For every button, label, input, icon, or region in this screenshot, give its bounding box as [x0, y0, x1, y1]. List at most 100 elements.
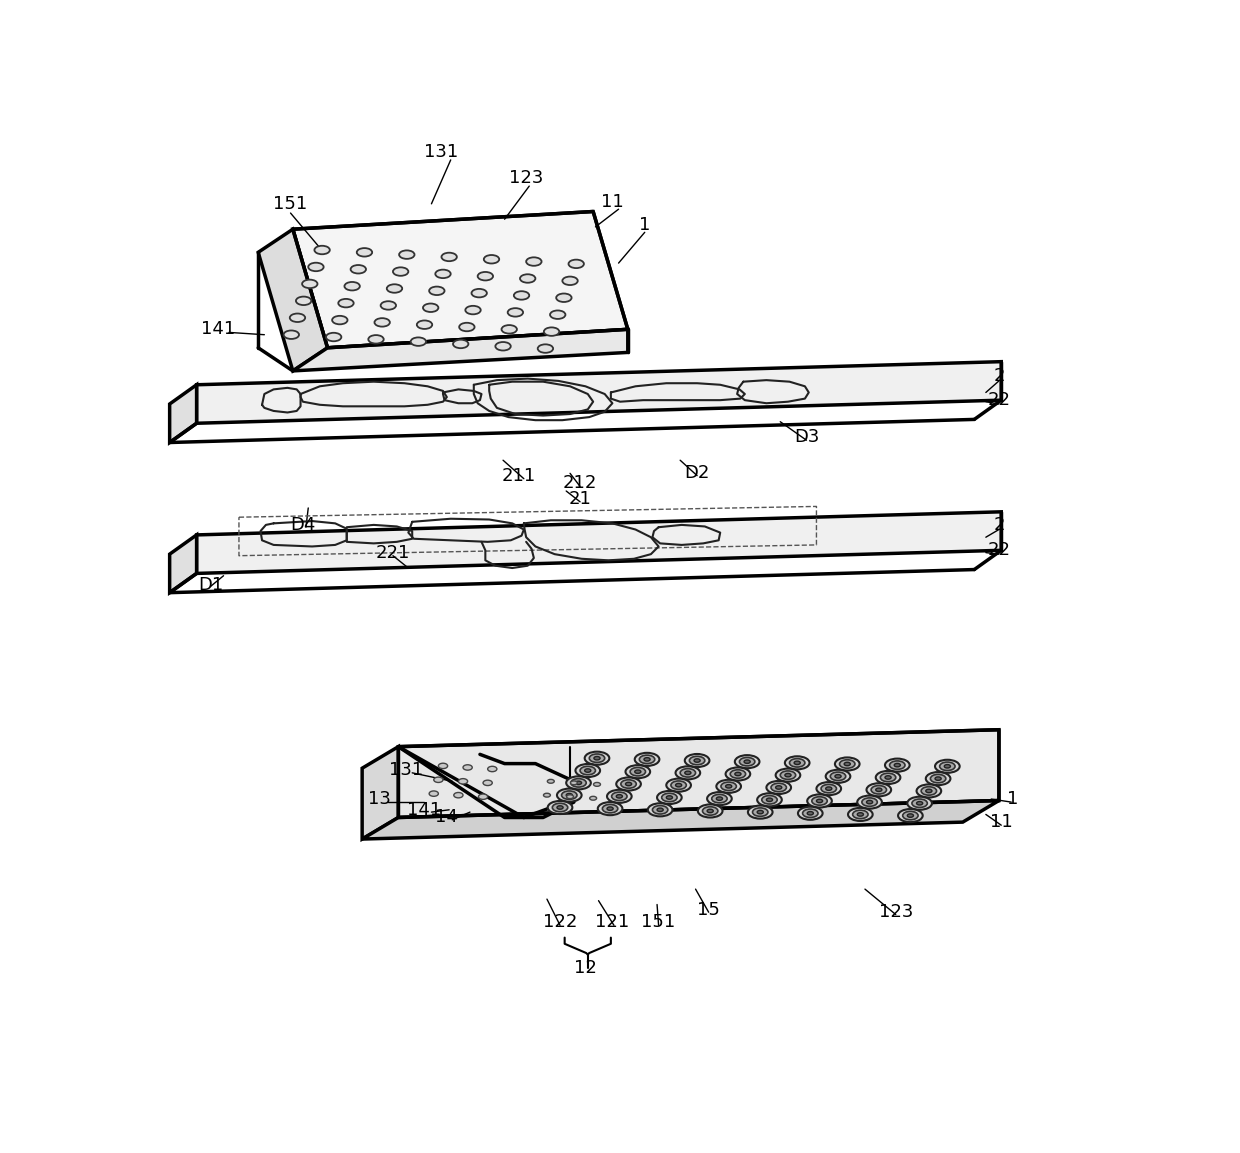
Text: 13: 13	[368, 790, 392, 808]
Ellipse shape	[771, 783, 786, 792]
Text: D3: D3	[794, 428, 820, 446]
Ellipse shape	[590, 797, 596, 800]
Text: 22: 22	[987, 541, 1011, 559]
Ellipse shape	[712, 794, 727, 802]
Ellipse shape	[459, 778, 467, 784]
Ellipse shape	[652, 806, 668, 814]
Ellipse shape	[735, 755, 759, 768]
Ellipse shape	[616, 777, 641, 791]
Ellipse shape	[844, 762, 851, 766]
Ellipse shape	[662, 793, 677, 801]
Ellipse shape	[940, 762, 955, 770]
Polygon shape	[293, 211, 627, 348]
Ellipse shape	[753, 808, 768, 816]
Ellipse shape	[885, 776, 892, 779]
Ellipse shape	[585, 769, 590, 773]
Ellipse shape	[717, 797, 723, 800]
Ellipse shape	[557, 806, 563, 809]
Polygon shape	[197, 362, 1001, 423]
Ellipse shape	[487, 767, 497, 771]
Ellipse shape	[748, 806, 773, 819]
Ellipse shape	[393, 267, 408, 276]
Ellipse shape	[513, 292, 529, 300]
Text: 141: 141	[407, 801, 441, 819]
Ellipse shape	[935, 777, 941, 781]
Ellipse shape	[453, 340, 469, 348]
Ellipse shape	[707, 792, 732, 805]
Ellipse shape	[867, 783, 892, 797]
Ellipse shape	[916, 784, 941, 798]
Ellipse shape	[911, 799, 928, 807]
Ellipse shape	[434, 777, 443, 783]
Ellipse shape	[758, 811, 764, 814]
Ellipse shape	[374, 318, 389, 326]
Text: 131: 131	[424, 143, 459, 161]
Ellipse shape	[816, 799, 822, 802]
Ellipse shape	[903, 812, 918, 820]
Text: 1: 1	[639, 216, 651, 234]
Ellipse shape	[551, 310, 565, 319]
Ellipse shape	[567, 776, 590, 790]
Ellipse shape	[543, 793, 551, 797]
Text: 151: 151	[273, 195, 308, 213]
Ellipse shape	[885, 759, 910, 771]
Ellipse shape	[303, 280, 317, 288]
Ellipse shape	[309, 263, 324, 271]
Ellipse shape	[459, 323, 475, 331]
Ellipse shape	[935, 760, 960, 773]
Text: D1: D1	[198, 576, 223, 594]
Text: 12: 12	[574, 959, 596, 978]
Ellipse shape	[776, 785, 781, 789]
Ellipse shape	[296, 296, 311, 306]
Text: 141: 141	[201, 321, 236, 338]
Ellipse shape	[785, 774, 791, 777]
Ellipse shape	[684, 754, 709, 767]
Ellipse shape	[880, 774, 895, 782]
Ellipse shape	[807, 794, 832, 807]
Ellipse shape	[441, 253, 456, 262]
Ellipse shape	[681, 769, 696, 777]
Ellipse shape	[657, 808, 663, 812]
Ellipse shape	[689, 756, 704, 764]
Ellipse shape	[589, 754, 605, 762]
Ellipse shape	[790, 759, 805, 767]
Ellipse shape	[666, 778, 691, 792]
Ellipse shape	[439, 763, 448, 769]
Ellipse shape	[921, 786, 936, 796]
Ellipse shape	[417, 321, 433, 329]
Ellipse shape	[635, 753, 660, 766]
Ellipse shape	[520, 274, 536, 282]
Ellipse shape	[694, 759, 701, 762]
Ellipse shape	[621, 779, 636, 789]
Ellipse shape	[640, 755, 655, 763]
Ellipse shape	[594, 783, 600, 786]
Ellipse shape	[908, 797, 932, 809]
Ellipse shape	[548, 801, 573, 814]
Text: D2: D2	[684, 465, 709, 482]
Text: 11: 11	[601, 193, 624, 211]
Ellipse shape	[544, 327, 559, 336]
Ellipse shape	[429, 287, 444, 295]
Text: 14: 14	[435, 808, 459, 827]
Ellipse shape	[816, 782, 841, 796]
Ellipse shape	[930, 775, 946, 783]
Ellipse shape	[676, 783, 682, 786]
Ellipse shape	[563, 277, 578, 285]
Polygon shape	[398, 730, 999, 817]
Ellipse shape	[857, 796, 882, 808]
Ellipse shape	[875, 787, 882, 791]
Text: 11: 11	[990, 813, 1013, 831]
Ellipse shape	[345, 282, 360, 291]
Polygon shape	[197, 512, 1001, 573]
Ellipse shape	[547, 779, 554, 783]
Ellipse shape	[387, 285, 402, 293]
Ellipse shape	[284, 331, 299, 339]
Ellipse shape	[867, 800, 873, 804]
Ellipse shape	[812, 797, 827, 805]
Ellipse shape	[585, 752, 609, 764]
Ellipse shape	[735, 773, 742, 776]
Polygon shape	[258, 229, 327, 371]
Text: 2: 2	[993, 515, 1004, 534]
Text: 122: 122	[543, 913, 578, 932]
Text: 211: 211	[501, 467, 536, 484]
